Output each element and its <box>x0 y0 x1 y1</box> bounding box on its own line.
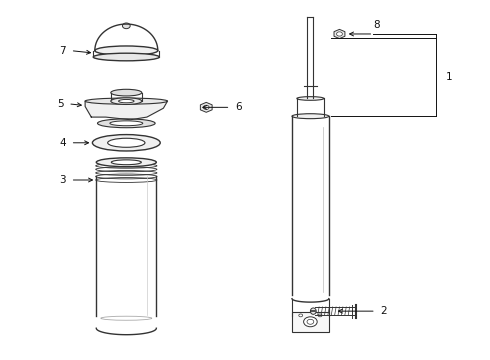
Text: 6: 6 <box>235 102 242 112</box>
Text: 8: 8 <box>373 20 380 30</box>
Ellipse shape <box>96 158 156 167</box>
Text: 4: 4 <box>59 138 66 148</box>
Ellipse shape <box>98 119 155 128</box>
Ellipse shape <box>95 46 158 55</box>
Ellipse shape <box>93 53 159 61</box>
Circle shape <box>299 314 303 317</box>
Ellipse shape <box>93 135 160 151</box>
Text: 3: 3 <box>59 175 66 185</box>
Ellipse shape <box>297 96 324 100</box>
Circle shape <box>337 32 343 36</box>
Circle shape <box>307 319 314 324</box>
Ellipse shape <box>119 99 134 103</box>
Ellipse shape <box>108 138 145 147</box>
Circle shape <box>203 105 209 109</box>
Bar <box>292 312 329 332</box>
Circle shape <box>304 317 317 327</box>
Text: 1: 1 <box>446 72 453 82</box>
Ellipse shape <box>111 98 142 104</box>
Text: 7: 7 <box>59 46 66 56</box>
Ellipse shape <box>111 160 141 165</box>
Ellipse shape <box>110 121 143 126</box>
Ellipse shape <box>297 114 324 118</box>
Ellipse shape <box>310 308 316 314</box>
Polygon shape <box>85 101 168 120</box>
Circle shape <box>122 23 130 29</box>
Text: 5: 5 <box>57 99 63 109</box>
Ellipse shape <box>85 98 168 104</box>
Ellipse shape <box>292 114 329 119</box>
Text: 2: 2 <box>381 306 387 316</box>
Circle shape <box>318 314 322 317</box>
Ellipse shape <box>111 89 142 96</box>
